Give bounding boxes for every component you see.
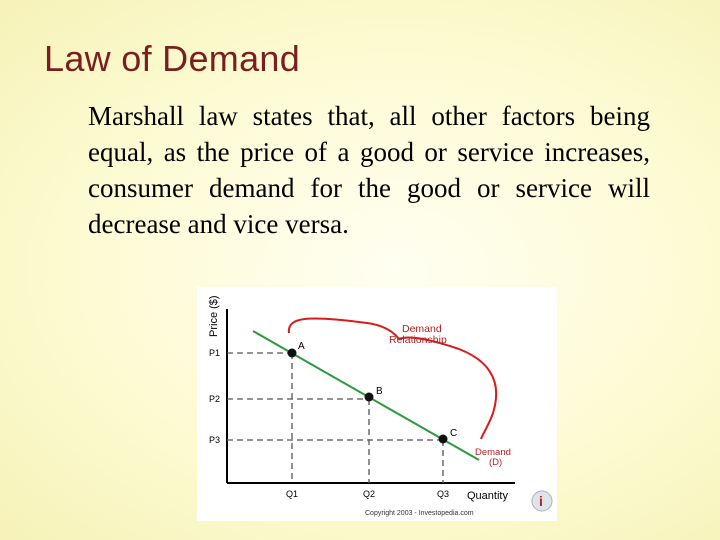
bracket-label-line2: Relationship xyxy=(389,334,447,346)
price-label-p2: P2 xyxy=(209,394,220,404)
point-a xyxy=(287,348,297,358)
price-label-p1: P1 xyxy=(209,348,220,358)
quantity-label-q3: Q3 xyxy=(437,489,449,499)
point-b xyxy=(364,392,374,402)
y-axis-label: Price ($) xyxy=(208,295,220,337)
curve-label-line2: (D) xyxy=(489,457,502,468)
logo-letter: i xyxy=(539,493,543,509)
slide-title: Law of Demand xyxy=(44,38,301,79)
investopedia-logo: i xyxy=(531,490,553,512)
bracket-label-line1: Demand xyxy=(402,323,442,335)
demand-curve-figure: Price ($) Quantity P1 P2 P3 Q1 Q2 Q3 A B… xyxy=(197,287,557,521)
point-label-a: A xyxy=(298,341,305,352)
x-axis-label: Quantity xyxy=(467,490,508,502)
demand-curve-svg: Price ($) Quantity P1 P2 P3 Q1 Q2 Q3 A B… xyxy=(208,295,553,517)
quantity-label-q2: Q2 xyxy=(363,489,375,499)
demand-relationship-bracket xyxy=(287,317,497,440)
curve-label-line1: Demand xyxy=(475,447,511,458)
point-label-b: B xyxy=(376,386,383,397)
copyright-text: Copyright 2003 - Investopedia.com xyxy=(365,510,474,517)
quantity-label-q1: Q1 xyxy=(286,489,298,499)
price-label-p3: P3 xyxy=(209,435,220,445)
point-label-c: C xyxy=(450,428,457,439)
point-c xyxy=(438,434,448,444)
slide-body-text: Marshall law states that, all other fact… xyxy=(88,101,650,239)
